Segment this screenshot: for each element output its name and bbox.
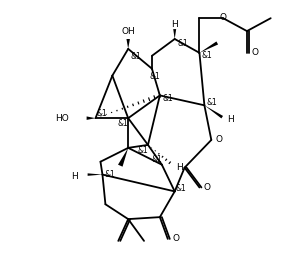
Text: O: O — [216, 135, 223, 144]
Text: &1: &1 — [131, 52, 142, 61]
Text: &1: &1 — [105, 170, 116, 179]
Polygon shape — [126, 39, 130, 49]
Text: &1: &1 — [150, 72, 160, 81]
Text: &1: &1 — [138, 146, 148, 155]
Text: &1: &1 — [162, 94, 173, 103]
Text: O: O — [220, 13, 227, 22]
Text: &1: &1 — [207, 98, 218, 107]
Polygon shape — [118, 148, 128, 167]
Text: H: H — [171, 20, 178, 29]
Text: O: O — [172, 234, 179, 243]
Text: &1: &1 — [177, 39, 188, 49]
Text: H: H — [227, 115, 234, 124]
Text: O: O — [251, 48, 258, 57]
Polygon shape — [204, 105, 223, 118]
Text: HO: HO — [55, 114, 69, 123]
Text: OH: OH — [121, 27, 135, 36]
Text: &1: &1 — [152, 155, 162, 164]
Text: &1: &1 — [118, 119, 128, 128]
Text: &1: &1 — [175, 184, 186, 193]
Polygon shape — [199, 42, 218, 53]
Text: &1: &1 — [202, 51, 213, 60]
Text: O: O — [204, 183, 211, 192]
Text: &1: &1 — [96, 109, 107, 118]
Text: H: H — [71, 172, 78, 181]
Polygon shape — [87, 116, 95, 120]
Text: H: H — [176, 163, 183, 172]
Polygon shape — [173, 29, 176, 39]
Polygon shape — [88, 173, 102, 176]
